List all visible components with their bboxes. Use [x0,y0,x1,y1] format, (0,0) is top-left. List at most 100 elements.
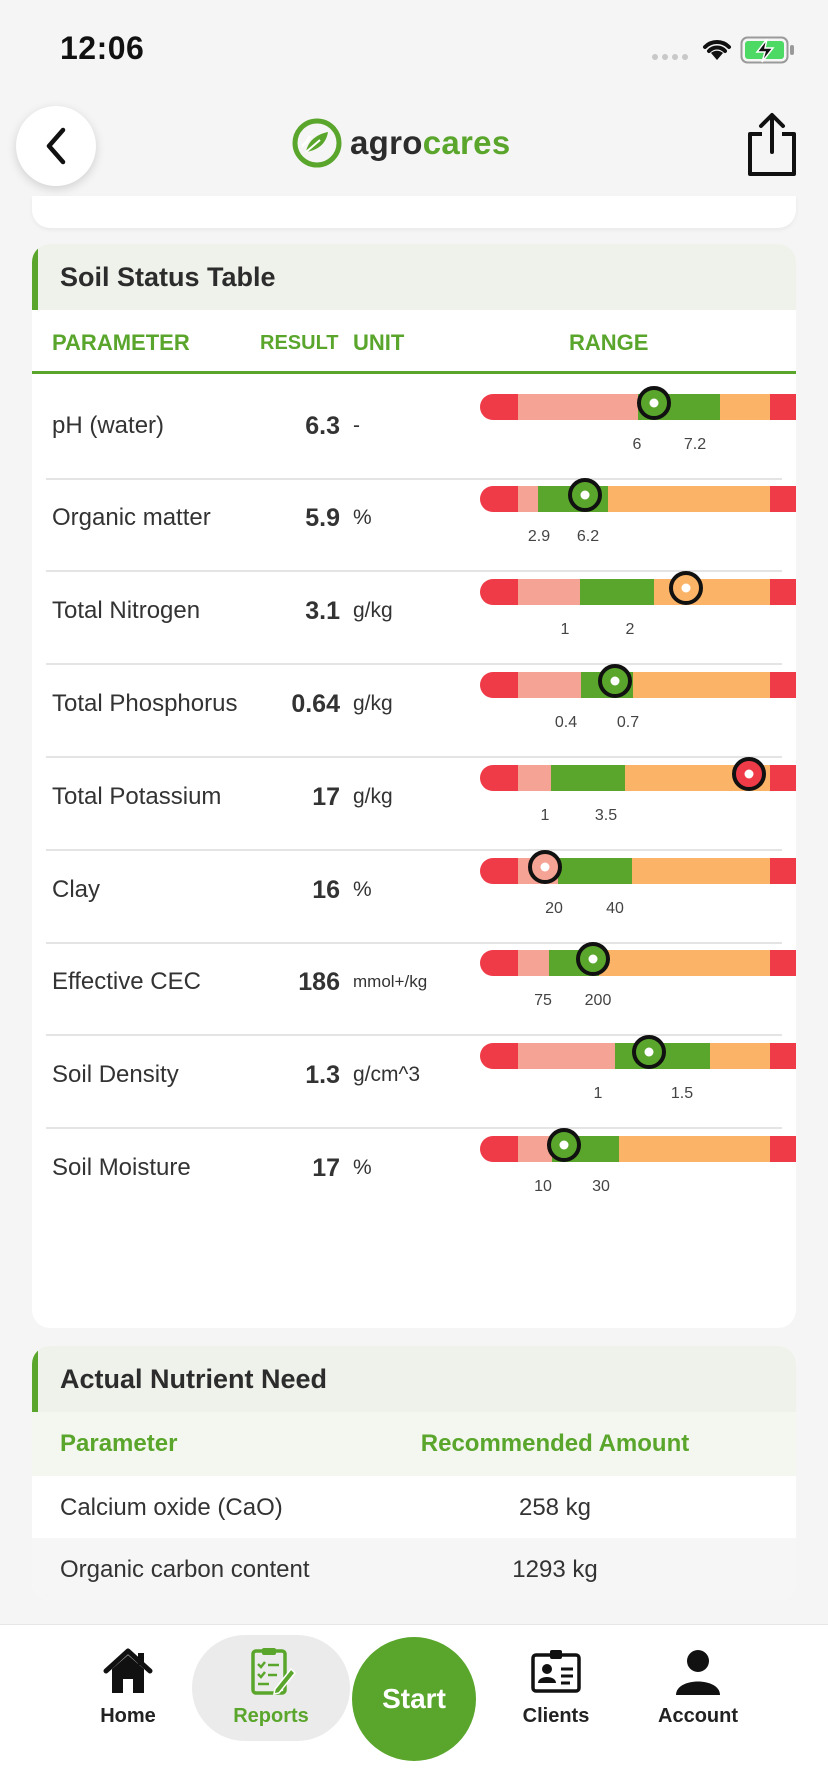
nav-home-label: Home [100,1705,156,1727]
range-low-label: 1 [560,621,570,638]
result-marker [547,1128,581,1162]
brand-name: agrocares [350,124,510,162]
range-low-label: 1 [540,807,550,824]
nav-clients[interactable]: Clients [486,1625,626,1735]
battery-charging-icon [740,36,794,64]
range-bar-graphic [480,757,796,791]
parameter-name: Total Phosphorus [52,690,238,717]
brand-part-agro: agro [350,124,423,161]
range-bar: 0.4 0.7 [480,652,796,756]
range-bar-orange-zone [633,672,770,698]
table-row: pH (water) 6.3-6 7.2 [46,374,796,480]
range-low-label: 0.4 [554,714,578,731]
range-low-label: 20 [545,900,563,917]
cellular-signal-icon [652,54,688,60]
range-bar-orange-zone [608,486,770,512]
range-low-label: 10 [534,1178,552,1195]
brand-part-cares: cares [422,124,511,161]
range-bar-pink-zone [518,1043,615,1069]
nutrient-amount: 258 kg [518,1494,592,1521]
nutrient-param: Calcium oxide (CaO) [60,1494,283,1521]
range-bar-orange-zone [599,950,770,976]
start-button[interactable]: Start [352,1637,476,1761]
nav-reports[interactable]: Reports [201,1625,341,1735]
nutrient-table-header: Parameter Recommended Amount [32,1412,796,1476]
range-high-label: 30 [592,1178,610,1195]
unit-label: g/kg [353,785,393,808]
nav-account[interactable]: Account [628,1625,768,1735]
range-high-label: 200 [584,992,612,1009]
range-bar-pink-zone [518,394,638,420]
unit-label: - [353,414,360,437]
table-row: Soil Density 1.3 g/cm^3 1 1.5 [46,1023,796,1129]
range-bar-graphic [480,1128,796,1162]
share-icon[interactable] [744,112,800,178]
col-result: RESULT [260,332,339,354]
col-range: RANGE [569,330,649,355]
parameter-name: Total Potassium [52,783,222,810]
range-high-label: 6.2 [576,528,600,545]
range-bar: 10 30 [480,1116,796,1220]
unit-label: g/kg [353,692,393,715]
unit-label: % [353,878,372,901]
result-value: 5.9 [305,503,340,532]
range-bar-green-zone [551,765,625,791]
nutrient-param: Organic carbon content [60,1556,310,1583]
nutrient-amount: 1293 kg [512,1556,598,1583]
range-bar-pink-zone [518,486,538,512]
nutrient-need-title: Actual Nutrient Need [32,1346,796,1412]
table-row: Clay 16% 20 40 [46,838,796,944]
previous-card-edge [32,196,796,228]
parameter-name: Effective CEC [52,968,201,995]
range-bar-green-zone [558,858,632,884]
result-marker [632,1035,666,1069]
soil-table-header: PARAMETER RESULT UNIT RANGE [32,310,796,374]
status-time: 12:06 [60,30,145,66]
table-row: Organic carbon content 1293 kg [32,1538,796,1600]
result-marker [528,850,562,884]
nutrient-need-card: Actual Nutrient Need Parameter Recommend… [32,1346,796,1600]
col-parameter: PARAMETER [52,330,190,355]
range-bar-graphic [480,942,796,976]
status-bar: 12:06 [0,0,828,100]
range-high-label: 7.2 [683,436,707,453]
range-high-label: 3.5 [594,807,618,824]
unit-label: g/kg [353,599,393,622]
leaf-logo-icon [292,118,342,168]
agrocares-logo: agrocares [292,118,510,168]
result-value: 1.3 [305,1060,340,1089]
result-marker [732,757,766,791]
soil-status-card: Soil Status Table PARAMETER RESULT UNIT … [32,244,796,1328]
nav-home[interactable]: Home [58,1625,198,1735]
home-icon [103,1648,153,1693]
range-bar-pink-zone [518,579,580,605]
range-bar-graphic [480,386,796,420]
parameter-name: Clay [52,876,101,903]
unit-label: mmol+/kg [353,972,428,991]
table-row: Total Potassium 17 g/kg 1 3.5 [46,745,796,851]
col-unit: UNIT [353,330,405,355]
range-bar: 20 40 [480,838,796,942]
table-row: Soil Moisture 17% 10 30 [46,1116,796,1222]
range-bar-pink-zone [518,1136,552,1162]
back-button[interactable] [16,106,96,186]
table-row: Total Nitrogen 3.1 g/kg 1 2 [46,559,796,665]
range-bar-pink-zone [518,672,581,698]
range-high-label: 40 [606,900,624,917]
range-bar: 6 7.2 [480,374,796,478]
range-low-label: 75 [534,992,552,1009]
result-value: 3.1 [305,596,340,625]
app-header: agrocares [0,100,828,200]
result-value: 17 [312,782,340,811]
result-marker [568,478,602,512]
report-icon [251,1648,297,1695]
result-marker [637,386,671,420]
range-high-label: 1.5 [670,1085,694,1102]
nav-account-label: Account [658,1705,738,1727]
unit-label: % [353,506,372,529]
unit-label: % [353,1156,372,1179]
range-bar-graphic [480,571,796,605]
range-bar-graphic [480,850,796,884]
range-low-label: 6 [632,436,642,453]
